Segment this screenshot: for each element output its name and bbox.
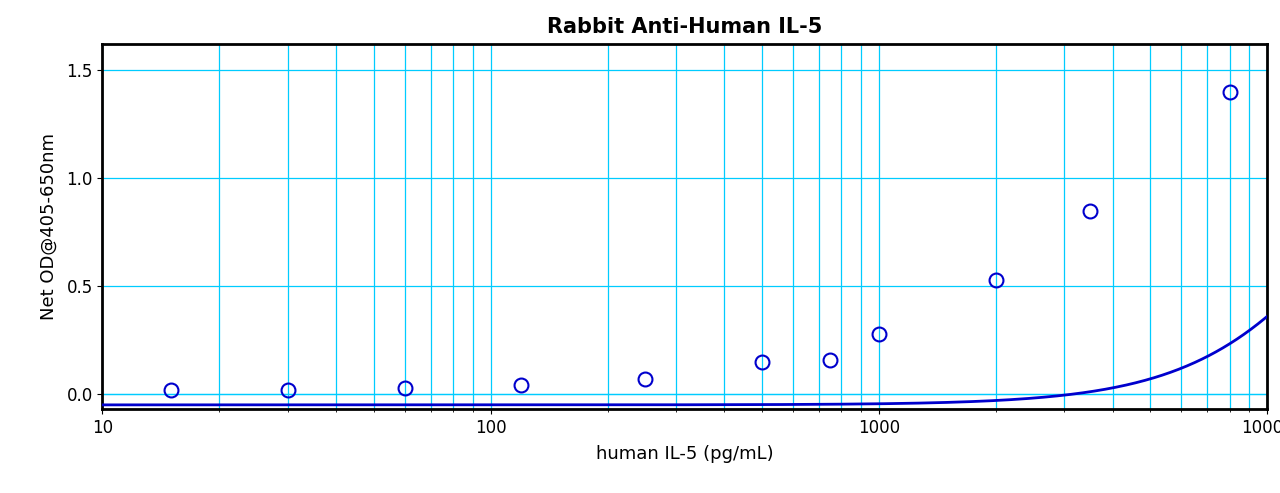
X-axis label: human IL-5 (pg/mL): human IL-5 (pg/mL) xyxy=(596,445,773,463)
Y-axis label: Net OD@405-650nm: Net OD@405-650nm xyxy=(40,133,58,320)
Title: Rabbit Anti-Human IL-5: Rabbit Anti-Human IL-5 xyxy=(547,17,823,37)
